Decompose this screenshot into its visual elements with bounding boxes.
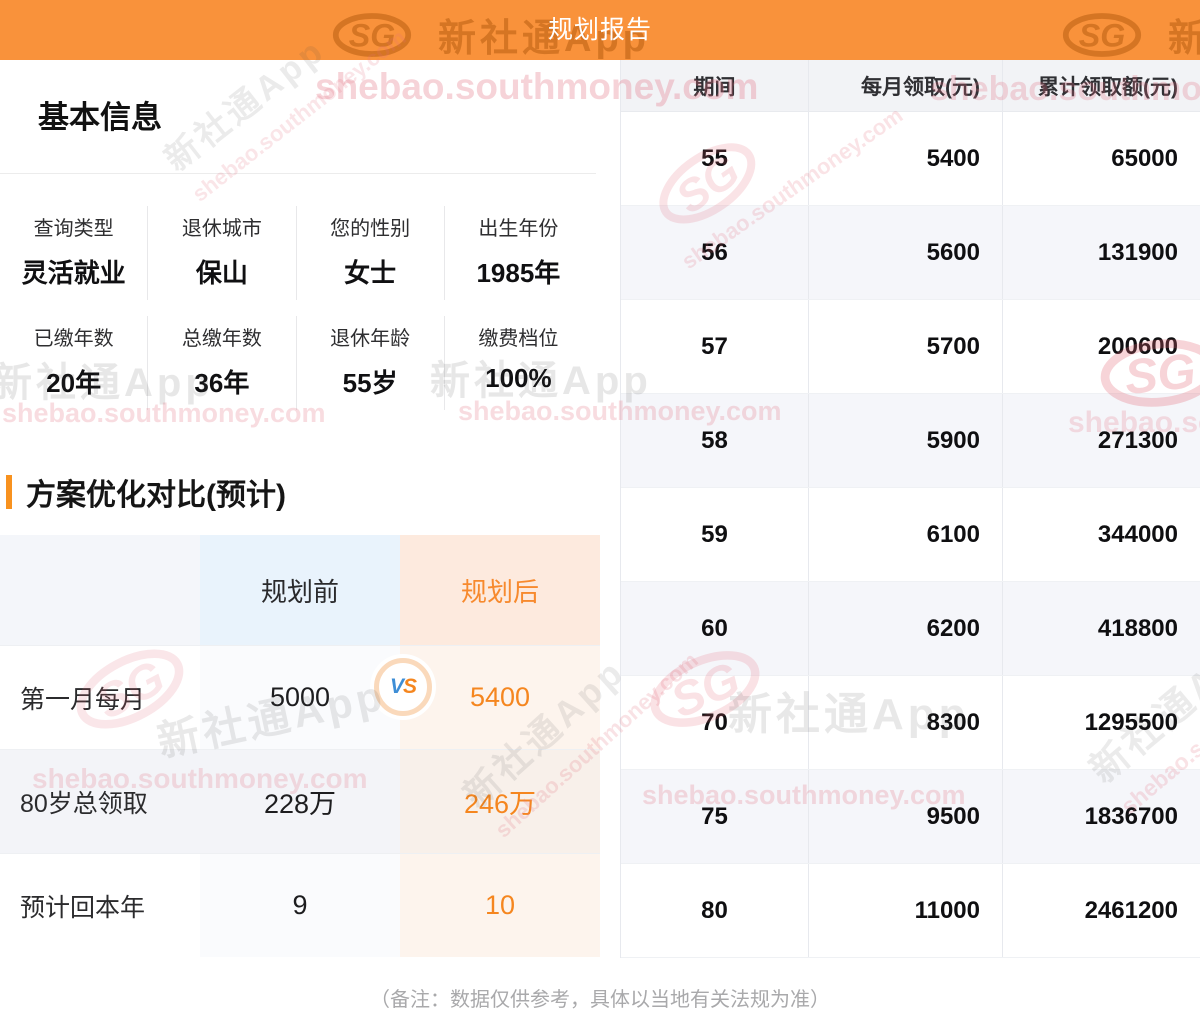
info-field-birth-year: 出生年份 1985年 [445, 206, 592, 300]
cumulative-cell: 271300 [1097, 426, 1178, 454]
field-label: 已缴年数 [33, 328, 114, 350]
vs-v: V [389, 675, 404, 698]
period-cell: 55 [621, 112, 809, 205]
monthly-cell: 6100 [809, 488, 1003, 581]
field-label: 您的性别 [330, 218, 411, 240]
footer-note: （备注：数据仅供参考，具体以当地有关法规为准） [370, 989, 830, 1011]
info-field-retire-age: 退休年龄 55岁 [297, 316, 445, 410]
field-label: 缴费档位 [478, 328, 559, 350]
table-row: 70 8300 1295500 [621, 676, 1200, 770]
info-field-total-years: 总缴年数 36年 [148, 316, 297, 410]
field-label: 总缴年数 [181, 328, 262, 350]
row-label: 预计回本年 [0, 854, 200, 957]
cumulative-cell: 65000 [1111, 144, 1178, 172]
field-value: 100% [485, 363, 552, 393]
comparison-row: 第一月每月 5000 5400 [0, 645, 600, 749]
field-value: 保山 [195, 258, 248, 288]
field-value: 1985年 [476, 258, 561, 288]
before-value: 228万 [200, 750, 400, 853]
field-label: 出生年份 [478, 218, 559, 240]
monthly-cell: 5700 [809, 300, 1003, 393]
period-cell: 60 [621, 582, 809, 675]
field-label: 查询类型 [33, 218, 114, 240]
row-label: 第一月每月 [0, 646, 200, 749]
basic-info-section: 基本信息 查询类型 灵活就业 退休城市 保山 您的性别 女士 出生年份 1985… [0, 60, 620, 1019]
field-label: 退休城市 [181, 218, 262, 240]
table-row: 80 11000 2461200 [621, 864, 1200, 958]
page-title: 规划报告 [547, 16, 652, 44]
period-cell: 70 [621, 676, 809, 769]
info-field-payment-tier: 缴费档位 100% [445, 316, 592, 410]
after-value: 246万 [400, 750, 600, 853]
field-value: 55岁 [342, 368, 398, 398]
cumulative-cell: 131900 [1097, 238, 1178, 266]
before-value: 5000 [200, 646, 400, 749]
after-value: 10 [400, 854, 600, 957]
monthly-cell: 6200 [809, 582, 1003, 675]
app-header: SG 新社通App SG 新社通App 规划报告 [0, 0, 1200, 60]
comparison-header-after: 规划后 [400, 535, 600, 645]
monthly-cell: 11000 [809, 864, 1003, 957]
period-cell: 75 [621, 770, 809, 863]
table-row: 58 5900 271300 [621, 394, 1200, 488]
comparison-table: 规划前 规划后 第一月每月 5000 5400 80岁总领取 228万 246万… [0, 535, 600, 957]
monthly-cell: 5900 [809, 394, 1003, 487]
comparison-header-empty [0, 535, 200, 645]
period-cell: 57 [621, 300, 809, 393]
payout-table: 期间 每月领取(元) 累计领取额(元) 55 5400 65000 56 560… [620, 60, 1200, 958]
before-value: 9 [200, 854, 400, 957]
field-value: 灵活就业 [21, 258, 126, 288]
basic-info-title: 基本信息 [38, 100, 162, 135]
accent-bar [6, 475, 12, 509]
cumulative-cell: 200600 [1097, 332, 1178, 360]
cumulative-cell: 418800 [1097, 614, 1178, 642]
cumulative-cell: 2461200 [1084, 896, 1178, 924]
table-row: 75 9500 1836700 [621, 770, 1200, 864]
monthly-cell: 9500 [809, 770, 1003, 863]
header-cumulative: 累计领取额(元) [1038, 75, 1178, 99]
period-cell: 80 [621, 864, 809, 957]
cumulative-cell: 1295500 [1084, 708, 1178, 736]
monthly-cell: 5400 [809, 112, 1003, 205]
basic-info-row-2: 已缴年数 20年 总缴年数 36年 退休年龄 55岁 缴费档位 100% [0, 316, 592, 410]
table-row: 56 5600 131900 [621, 206, 1200, 300]
field-label: 退休年龄 [330, 328, 411, 350]
period-cell: 58 [621, 394, 809, 487]
info-field-gender: 您的性别 女士 [297, 206, 445, 300]
cumulative-cell: 1836700 [1084, 802, 1178, 830]
cumulative-cell: 344000 [1097, 520, 1178, 548]
monthly-cell: 5600 [809, 206, 1003, 299]
period-cell: 56 [621, 206, 809, 299]
vs-s: S [403, 675, 417, 698]
payout-header-row: 期间 每月领取(元) 累计领取额(元) [621, 60, 1200, 112]
table-row: 57 5700 200600 [621, 300, 1200, 394]
table-row: 60 6200 418800 [621, 582, 1200, 676]
comparison-header-row: 规划前 规划后 [0, 535, 600, 645]
comparison-title: 方案优化对比(预计) [26, 479, 286, 512]
header-period: 期间 [621, 60, 809, 111]
field-value: 女士 [344, 258, 397, 288]
basic-info-row-1: 查询类型 灵活就业 退休城市 保山 您的性别 女士 出生年份 1985年 [0, 206, 592, 300]
divider [0, 173, 596, 174]
header-monthly: 每月领取(元) [809, 60, 1003, 111]
after-value: 5400 [400, 646, 600, 749]
comparison-header-before: 规划前 [200, 535, 400, 645]
info-field-years-paid: 已缴年数 20年 [0, 316, 149, 410]
row-label: 80岁总领取 [0, 750, 200, 853]
comparison-row: 80岁总领取 228万 246万 [0, 749, 600, 853]
period-cell: 59 [621, 488, 809, 581]
table-row: 59 6100 344000 [621, 488, 1200, 582]
monthly-cell: 8300 [809, 676, 1003, 769]
table-row: 55 5400 65000 [621, 112, 1200, 206]
field-value: 36年 [194, 368, 250, 398]
info-field-city: 退休城市 保山 [148, 206, 297, 300]
comparison-section-header: 方案优化对比(预计) [6, 470, 286, 514]
info-field-query-type: 查询类型 灵活就业 [0, 206, 149, 300]
comparison-row: 预计回本年 9 10 [0, 853, 600, 957]
field-value: 20年 [46, 368, 102, 398]
